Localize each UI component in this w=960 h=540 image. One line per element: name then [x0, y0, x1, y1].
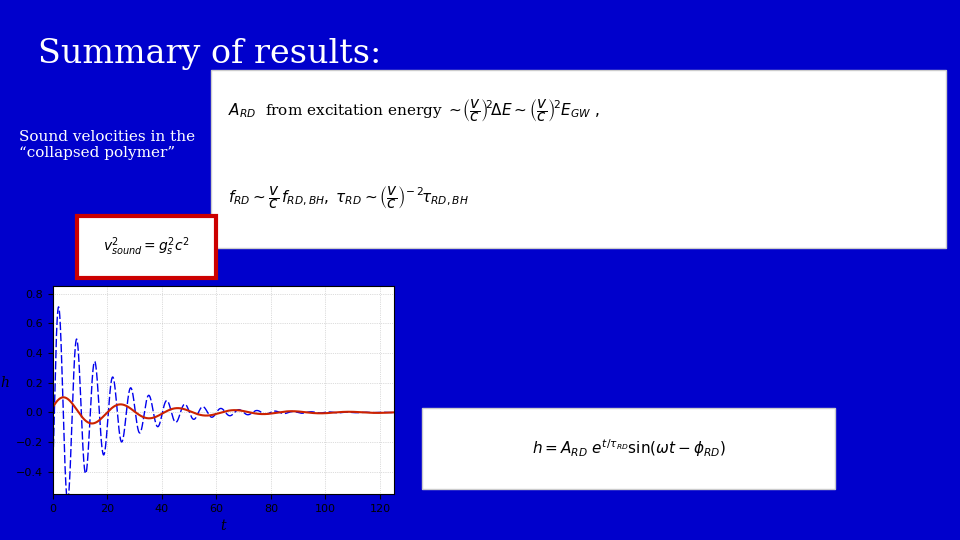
Text: $v^2_{sound} = g_s^2 c^2$: $v^2_{sound} = g_s^2 c^2$	[103, 236, 190, 258]
Text: $f_{RD} \sim \dfrac{v}{c}\,f_{RD,BH},\;\tau_{RD} \sim \left(\dfrac{v}{c}\right)^: $f_{RD} \sim \dfrac{v}{c}\,f_{RD,BH},\;\…	[228, 184, 468, 211]
Y-axis label: h: h	[0, 376, 10, 390]
Text: $h = A_{RD}\ e^{t/\tau_{RD}}\sin\!\left(\omega t - \phi_{RD}\right)$: $h = A_{RD}\ e^{t/\tau_{RD}}\sin\!\left(…	[532, 437, 726, 459]
FancyBboxPatch shape	[422, 408, 835, 489]
FancyBboxPatch shape	[77, 216, 216, 278]
Text: Summary of results:: Summary of results:	[38, 38, 382, 70]
Text: Sound velocities in the
“collapsed polymer”: Sound velocities in the “collapsed polym…	[19, 130, 195, 160]
X-axis label: t: t	[221, 519, 226, 534]
FancyBboxPatch shape	[211, 70, 946, 248]
Text: $A_{RD}$  from excitation energy $\sim\!\left(\dfrac{v}{c}\right)^{\!2}\!\Delta : $A_{RD}$ from excitation energy $\sim\!\…	[228, 97, 599, 124]
